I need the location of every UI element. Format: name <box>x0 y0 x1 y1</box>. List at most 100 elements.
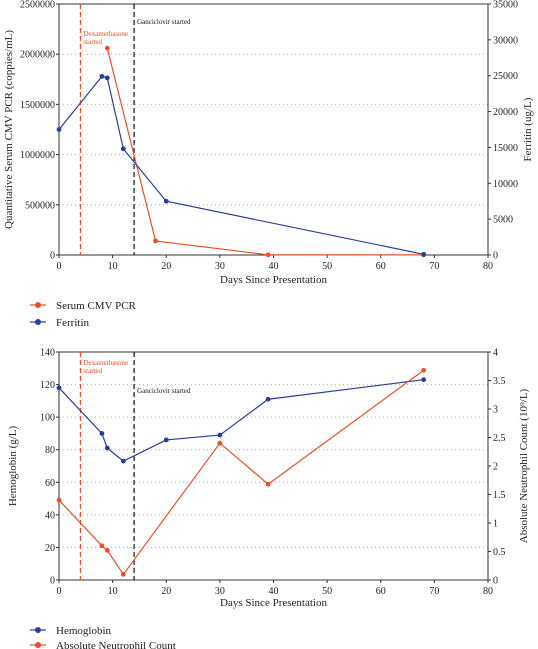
x-tick-label: 10 <box>108 586 118 597</box>
data-point <box>56 385 62 391</box>
x-axis-title: Days Since Presentation <box>220 597 327 609</box>
plot-frame <box>58 3 489 256</box>
y2-tick-label: 20000 <box>493 107 518 118</box>
legend-swatch-marker <box>35 627 41 633</box>
y-tick-label: 0 <box>50 251 55 262</box>
y2-tick-label: 1 <box>493 519 498 530</box>
x-tick-label: 0 <box>57 586 62 597</box>
annotation-label: started <box>83 367 102 375</box>
data-point <box>265 396 271 402</box>
y-axis-title: Hemoglobin (g/L) <box>7 425 19 506</box>
x-tick-label: 50 <box>322 586 332 597</box>
x-tick-label: 50 <box>322 261 332 272</box>
legend-label: Absolute Neutrophil Count <box>56 640 176 649</box>
data-point <box>421 377 427 383</box>
series-line <box>106 48 424 256</box>
y2-tick-label: 2.5 <box>493 433 506 444</box>
y-tick-label: 140 <box>40 348 55 359</box>
data-point <box>56 127 62 132</box>
data-point <box>421 367 427 373</box>
y2-tick-label: 3 <box>493 405 498 416</box>
y2-tick-label: 35000 <box>493 0 518 11</box>
legend-label: Ferritin <box>56 317 89 329</box>
data-point <box>104 75 110 81</box>
y2-tick-label: 1.5 <box>493 490 506 501</box>
y2-tick-label: 25000 <box>493 71 518 82</box>
annotation-label: Dexamethasone <box>83 359 128 367</box>
y2-axis-title: Ferritin (ug/L) <box>522 97 534 161</box>
x-tick-label: 70 <box>429 261 439 272</box>
y-tick-label: 1000000 <box>20 150 55 161</box>
x-tick-label: 30 <box>215 261 225 272</box>
data-point <box>421 251 427 257</box>
data-point <box>99 74 105 79</box>
data-point <box>120 146 126 152</box>
data-point <box>120 571 126 577</box>
data-point <box>99 431 105 436</box>
y-tick-label: 80 <box>45 445 55 456</box>
data-point <box>104 547 110 553</box>
y-tick-label: 60 <box>45 478 55 489</box>
series-line <box>58 369 425 576</box>
y2-tick-label: 10000 <box>493 179 518 190</box>
y-tick-label: 2000000 <box>20 50 55 61</box>
y-tick-label: 0 <box>50 576 55 587</box>
y-axis-title: Quantitative Serum CMV PCR (coppies/mL) <box>3 30 15 229</box>
x-tick-label: 80 <box>483 261 493 272</box>
x-tick-label: 0 <box>57 261 62 272</box>
y-tick-label: 1500000 <box>20 100 55 111</box>
y-tick-label: 120 <box>40 380 55 391</box>
x-tick-label: 10 <box>108 261 118 272</box>
x-tick-label: 70 <box>429 586 439 597</box>
data-point <box>104 445 110 451</box>
y2-tick-label: 15000 <box>493 143 518 154</box>
y2-tick-label: 3.5 <box>493 376 506 387</box>
series-line <box>58 379 424 462</box>
y-tick-label: 500000 <box>25 200 55 211</box>
y-tick-label: 40 <box>45 510 55 521</box>
y2-tick-label: 0.5 <box>493 547 506 558</box>
data-point <box>153 238 158 244</box>
x-tick-label: 20 <box>161 261 171 272</box>
x-tick-label: 60 <box>376 261 386 272</box>
data-point <box>163 437 169 443</box>
y-tick-label: 20 <box>45 543 55 554</box>
data-point <box>217 432 223 438</box>
chart-2: 0 10 20 30 40 50 60 70 8002040608010012014000.51… <box>7 348 530 649</box>
x-axis-title: Days Since Presentation <box>220 274 327 286</box>
x-tick-label: 80 <box>483 586 493 597</box>
y2-tick-label: 0 <box>493 576 498 587</box>
data-point <box>56 497 62 503</box>
series-line <box>58 75 424 255</box>
y2-tick-label: 5000 <box>493 215 513 226</box>
data-point <box>99 543 105 549</box>
data-point <box>265 252 271 258</box>
annotation-label: started <box>83 38 102 46</box>
y-tick-label: 2500000 <box>20 0 55 11</box>
x-tick-label: 30 <box>215 586 225 597</box>
legend-swatch-marker <box>35 642 41 648</box>
data-point <box>163 198 169 204</box>
legend-label: Serum CMV PCR <box>56 300 137 312</box>
plot-frame <box>58 351 489 581</box>
y2-tick-label: 2 <box>493 462 498 473</box>
y2-tick-label: 0 <box>493 251 498 262</box>
y2-tick-label: 30000 <box>493 35 518 46</box>
y2-tick-label: 4 <box>493 348 498 359</box>
legend-swatch-marker <box>35 319 41 325</box>
annotation-label: Dexamethasone <box>83 30 128 38</box>
chart-1: 0 10 20 30 40 50 60 70 8005000001000000150000020… <box>3 0 534 329</box>
x-tick-label: 40 <box>269 261 279 272</box>
data-point <box>217 440 223 446</box>
y-tick-label: 100 <box>40 413 55 424</box>
x-tick-label: 40 <box>269 586 279 597</box>
x-tick-label: 20 <box>161 586 171 597</box>
y2-axis-title: Absolute Neutrophil Count (10⁹/L) <box>518 388 530 543</box>
data-point <box>265 481 271 487</box>
legend-swatch-marker <box>35 302 41 308</box>
x-tick-label: 60 <box>376 586 386 597</box>
annotation-label: Ganciclovir started <box>137 18 191 26</box>
data-point <box>120 458 126 464</box>
data-point <box>104 45 110 51</box>
